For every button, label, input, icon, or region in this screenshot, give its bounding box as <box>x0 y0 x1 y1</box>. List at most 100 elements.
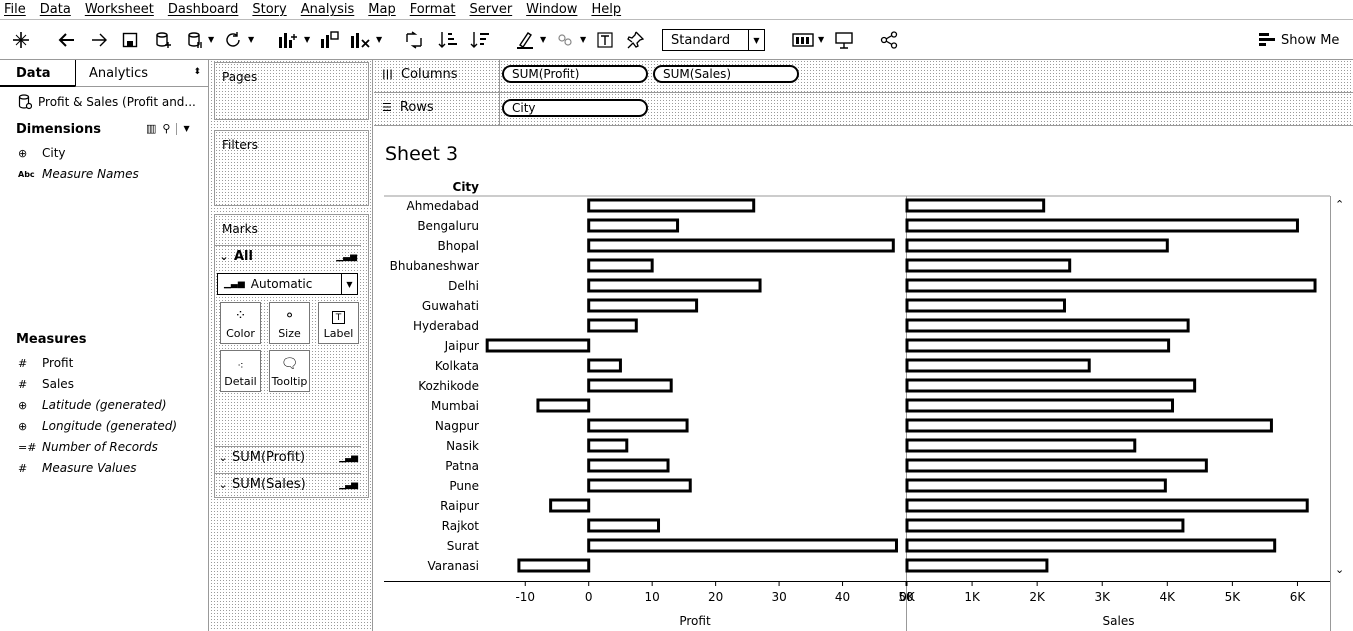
tab-data[interactable]: Data <box>0 60 75 87</box>
group-members-icon[interactable] <box>556 30 574 50</box>
menu-item-file[interactable]: File <box>4 2 26 17</box>
pages-card[interactable]: Pages <box>214 62 369 120</box>
bar-profit <box>587 438 629 453</box>
pages-card-title: Pages <box>222 70 258 84</box>
field-sales[interactable]: # Sales <box>18 375 74 393</box>
chevron-updown-icon: ⬍ <box>193 67 201 77</box>
menu-item-window[interactable]: Window <box>526 2 578 17</box>
sort-descending-icon[interactable] <box>470 30 490 50</box>
detail-button[interactable]: ⁖ Detail <box>220 350 261 392</box>
pause-updates-icon[interactable] <box>186 30 204 50</box>
tick-label: 50 <box>898 590 913 604</box>
field-label: City <box>42 146 66 160</box>
refresh-icon[interactable] <box>224 30 242 50</box>
field-profit[interactable]: # Profit <box>18 354 73 372</box>
columns-pill-profit[interactable]: SUM(Profit) <box>502 65 648 83</box>
chevron-down-icon[interactable]: ▼ <box>580 35 587 44</box>
tick-label: 20 <box>708 590 723 604</box>
show-cards-icon[interactable] <box>792 30 814 50</box>
marks-all-label: All <box>234 249 253 264</box>
chevron-down-icon[interactable]: ▼ <box>183 124 190 133</box>
chevron-down-icon[interactable]: ▼ <box>248 35 255 44</box>
menu-item-dashboard[interactable]: Dashboard <box>167 2 239 17</box>
tooltip-button[interactable]: 🗨 Tooltip <box>269 350 310 392</box>
menu-item-help[interactable]: Help <box>591 2 622 17</box>
category-label: Kolkata <box>435 359 479 373</box>
tick-label: 30 <box>771 590 786 604</box>
bar-sales <box>905 238 1169 253</box>
mark-type-select[interactable]: ▁▃▅ Automatic ▼ <box>217 273 358 295</box>
axis-title-profit: Profit <box>679 614 711 628</box>
show-me-button[interactable]: Show Me <box>1258 30 1339 50</box>
search-icon[interactable]: ⚲ <box>162 122 171 135</box>
bar-mark-icon: ▁▃▅ <box>339 479 358 490</box>
columns-pill-sales[interactable]: SUM(Sales) <box>653 65 799 83</box>
chevron-down-icon[interactable]: ▼ <box>304 35 311 44</box>
filters-card[interactable]: Filters <box>214 130 369 206</box>
duplicate-sheet-icon[interactable] <box>320 30 340 50</box>
label-icon: T <box>332 311 345 324</box>
bar-sales <box>905 498 1309 513</box>
presentation-mode-icon[interactable] <box>834 30 854 50</box>
menu-item-data[interactable]: Data <box>39 2 71 17</box>
filters-card-title: Filters <box>222 138 258 152</box>
scroll-down-icon[interactable]: ⌄ <box>1335 563 1345 576</box>
bar-sales <box>905 538 1277 553</box>
view-list-icon[interactable]: ▥ <box>146 122 157 135</box>
field-longitude-generated[interactable]: ⊕ Longitude (generated) <box>18 417 177 435</box>
field-measure-values[interactable]: # Measure Values <box>18 459 136 477</box>
menu-item-analysis[interactable]: Analysis <box>300 2 355 17</box>
datasource-item[interactable]: Profit & Sales (Profit and... <box>18 94 196 110</box>
globe-icon: ⊕ <box>18 146 28 160</box>
size-button[interactable]: ⚬ Size <box>269 302 310 344</box>
new-datasource-icon[interactable] <box>154 30 172 50</box>
bar-profit <box>587 418 689 433</box>
category-label: Hyderabad <box>413 319 479 333</box>
show-me-icon <box>1259 33 1275 46</box>
field-number-of-records[interactable]: =# Number of Records <box>18 438 158 456</box>
bar-profit <box>587 278 762 293</box>
swap-rows-columns-icon[interactable] <box>404 30 424 50</box>
marks-all-row[interactable]: ⌄ All ▁▃▅ <box>214 245 361 267</box>
abc-icon: Abc <box>18 169 35 179</box>
fit-mode-select[interactable]: Standard ▼ <box>662 29 765 51</box>
scroll-up-icon[interactable]: ⌃ <box>1335 198 1345 211</box>
fix-axes-pin-icon[interactable] <box>626 30 644 50</box>
field-city[interactable]: ⊕ City <box>18 144 66 162</box>
chevron-down-icon[interactable]: ▼ <box>376 35 383 44</box>
chevron-down-icon[interactable]: ▼ <box>818 35 825 44</box>
tab-analytics[interactable]: Analytics ⬍ <box>75 60 209 87</box>
tick-label: 2K <box>1029 590 1046 604</box>
chevron-down-icon[interactable]: ▼ <box>540 35 547 44</box>
bar-sales <box>905 518 1185 533</box>
menu-item-map[interactable]: Map <box>368 2 396 17</box>
color-button[interactable]: ⁘ Color <box>220 302 261 344</box>
menu-item-server[interactable]: Server <box>469 2 513 17</box>
chevron-down-icon[interactable]: ▼ <box>208 35 215 44</box>
save-icon[interactable] <box>122 30 138 50</box>
rows-pill-city[interactable]: City <box>502 99 648 117</box>
label-button[interactable]: T Label <box>318 302 359 344</box>
undo-icon[interactable] <box>58 30 76 50</box>
clear-sheet-icon[interactable] <box>350 30 372 50</box>
sort-ascending-icon[interactable] <box>438 30 458 50</box>
bar-profit <box>587 218 680 233</box>
show-mark-labels-icon[interactable] <box>596 30 614 50</box>
field-latitude-generated[interactable]: ⊕ Latitude (generated) <box>18 396 167 414</box>
fit-mode-value: Standard <box>671 32 731 48</box>
redo-icon[interactable] <box>90 30 108 50</box>
menu-item-format[interactable]: Format <box>409 2 456 17</box>
bar-profit <box>587 478 692 493</box>
marks-row-sum-sales[interactable]: ⌄ SUM(Sales) ▁▃▅ <box>214 473 361 495</box>
field-measure-names[interactable]: Abc Measure Names <box>18 165 139 183</box>
tick-label: 3K <box>1094 590 1111 604</box>
bar-sales <box>905 278 1317 293</box>
new-worksheet-icon[interactable] <box>278 30 298 50</box>
tableau-logo-icon[interactable] <box>12 30 30 50</box>
share-icon[interactable] <box>880 30 898 50</box>
rows-shelf: ☰ Rows City <box>374 93 1353 126</box>
highlight-icon[interactable] <box>516 30 534 50</box>
menu-item-story[interactable]: Story <box>252 2 287 17</box>
menu-item-worksheet[interactable]: Worksheet <box>84 2 154 17</box>
marks-row-sum-profit[interactable]: ⌄ SUM(Profit) ▁▃▅ <box>214 446 361 468</box>
